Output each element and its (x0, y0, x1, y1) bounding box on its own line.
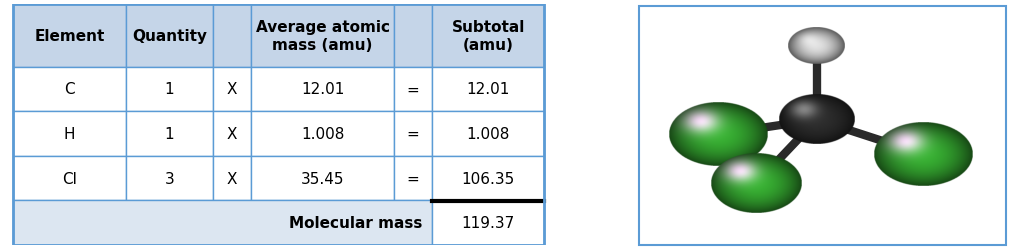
Bar (251, 156, 394, 200)
Bar (251, 112, 394, 156)
Text: 12.01: 12.01 (466, 82, 510, 97)
Bar (213, 156, 251, 200)
Text: 1.008: 1.008 (466, 126, 510, 142)
Text: 1.008: 1.008 (301, 126, 344, 142)
Bar (13, 68, 126, 112)
Text: Cl: Cl (62, 171, 77, 186)
Bar (13, 156, 126, 200)
Text: X: X (226, 82, 238, 97)
Text: C: C (65, 82, 75, 97)
Text: H: H (63, 126, 76, 142)
Bar (13, 5, 545, 245)
Text: 3: 3 (165, 171, 174, 186)
Bar (394, 112, 432, 156)
Bar (432, 200, 545, 245)
Text: =: = (407, 82, 420, 97)
Text: 12.01: 12.01 (301, 82, 344, 97)
Bar (213, 112, 251, 156)
Text: X: X (226, 126, 238, 142)
Bar (394, 68, 432, 112)
Text: Average atomic
mass (amu): Average atomic mass (amu) (256, 20, 389, 52)
Bar (126, 156, 213, 200)
Bar (394, 5, 432, 68)
Bar (126, 112, 213, 156)
Text: =: = (407, 171, 420, 186)
Bar (126, 68, 213, 112)
Bar (394, 156, 432, 200)
Bar (432, 156, 545, 200)
Bar (213, 5, 251, 68)
Bar (432, 68, 545, 112)
Bar (13, 5, 126, 68)
Text: 119.37: 119.37 (462, 215, 515, 230)
Text: 35.45: 35.45 (301, 171, 344, 186)
Bar (432, 5, 545, 68)
Text: Element: Element (35, 29, 104, 44)
Text: Quantity: Quantity (132, 29, 207, 44)
Text: =: = (407, 126, 420, 142)
Text: 1: 1 (165, 126, 174, 142)
Text: Subtotal
(amu): Subtotal (amu) (452, 20, 524, 52)
Bar (126, 5, 213, 68)
Bar (251, 68, 394, 112)
Text: Molecular mass: Molecular mass (289, 215, 423, 230)
Bar (251, 5, 394, 68)
Bar (213, 68, 251, 112)
Text: X: X (226, 171, 238, 186)
Text: 106.35: 106.35 (462, 171, 515, 186)
Text: 1: 1 (165, 82, 174, 97)
Bar (13, 112, 126, 156)
Bar (13, 200, 432, 245)
Bar (432, 112, 545, 156)
